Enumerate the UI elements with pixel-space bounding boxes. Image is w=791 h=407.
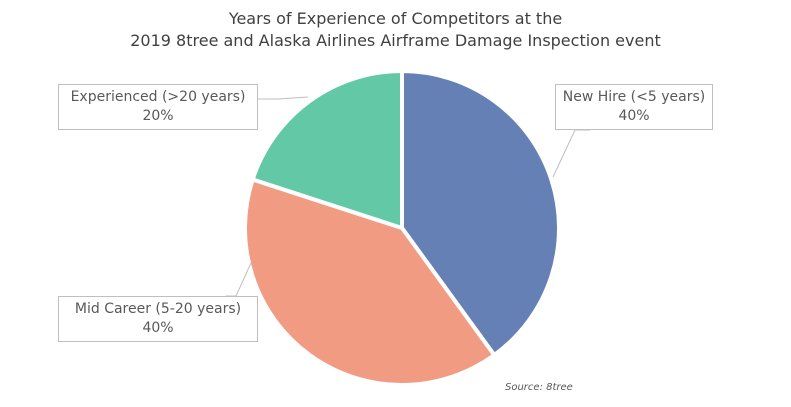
leader-line-new-hire	[552, 129, 590, 178]
chart-title: Years of Experience of Competitors at th…	[0, 8, 791, 52]
chart-title-line-1: Years of Experience of Competitors at th…	[228, 9, 563, 28]
pie-slices	[243, 68, 561, 387]
leader-line-mid-career	[226, 262, 252, 297]
slice-label-value: 40%	[142, 320, 174, 336]
source-note: Source: 8tree	[505, 382, 573, 393]
slice-label-name: New Hire (<5 years)	[562, 89, 706, 105]
slice-label-new-hire: New Hire (<5 years) 40%	[555, 84, 713, 130]
slice-label-value: 20%	[142, 108, 174, 124]
pie-slice-new-hire	[400, 68, 561, 358]
pie-slice-experienced	[250, 68, 404, 231]
leader-line-experienced	[258, 96, 309, 100]
slice-label-mid-career: Mid Career (5-20 years) 40%	[58, 296, 258, 342]
slice-label-name: Experienced (>20 years)	[70, 89, 246, 105]
slice-label-name: Mid Career (5-20 years)	[74, 301, 242, 317]
slice-label-experienced: Experienced (>20 years) 20%	[58, 84, 258, 130]
chart-title-line-2: 2019 8tree and Alaska Airlines Airframe …	[130, 31, 661, 50]
slice-label-value: 40%	[618, 108, 650, 124]
pie-slice-mid-career	[243, 176, 498, 387]
